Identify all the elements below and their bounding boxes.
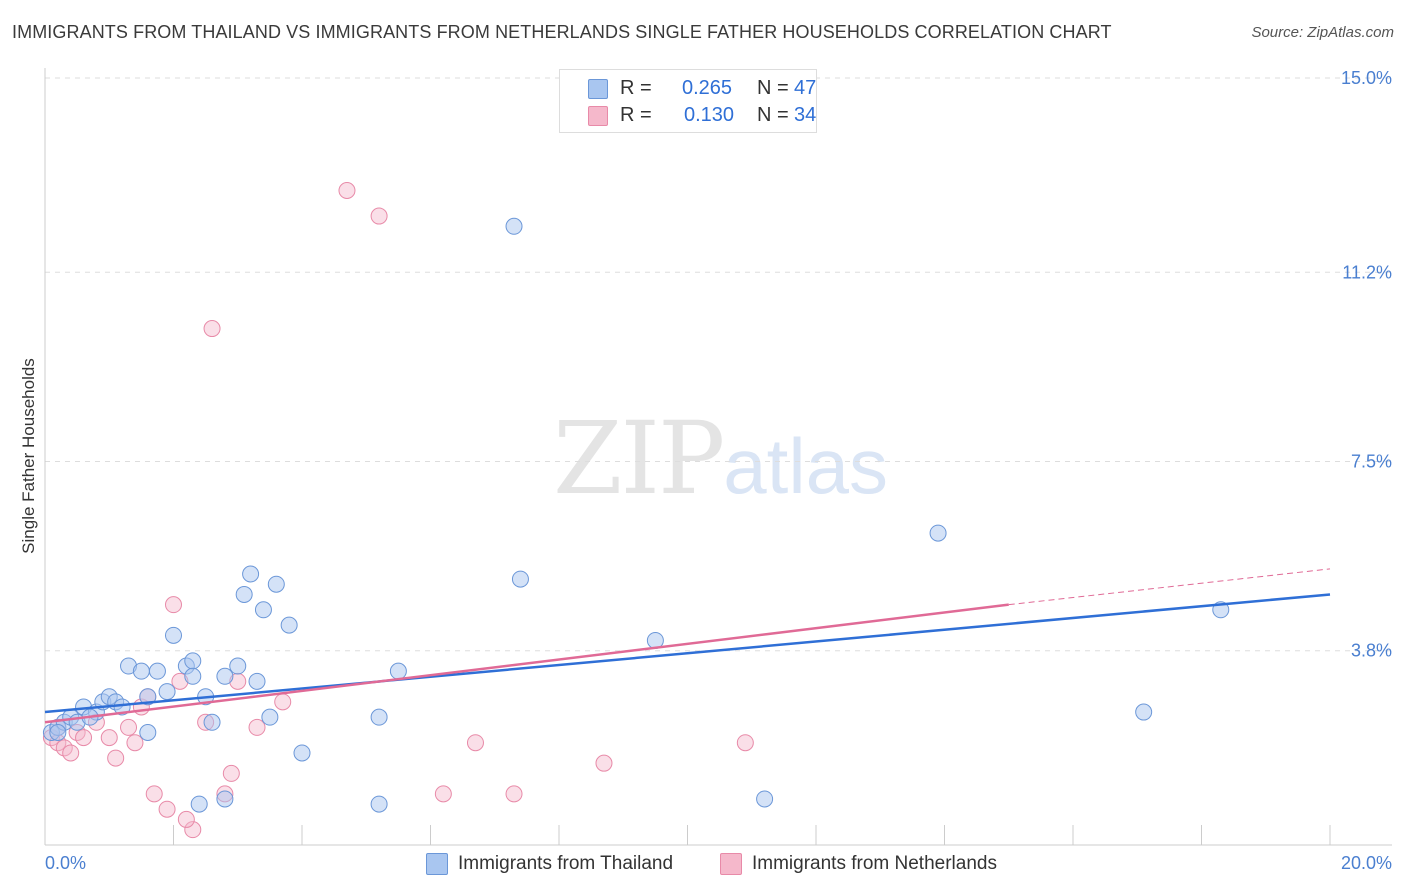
thailand-point [248,672,266,690]
chart-title: IMMIGRANTS FROM THAILAND VS IMMIGRANTS F… [12,22,1112,42]
netherlands-point [120,718,138,736]
axis-layer [44,68,1392,846]
legend-r-label: R = [620,104,652,126]
netherlands-swatch [720,853,742,875]
thailand-point [158,683,176,701]
thailand-point [165,626,182,644]
netherlands-point [274,693,292,711]
netherlands-point [736,734,754,752]
label-layer: 3.8% 7.5% 11.2% 15.0% 0.0% 20.0% Single Father… [19,68,1392,873]
point-layer [42,181,1230,839]
thailand-point [242,565,260,583]
zipatlas-watermark: ZIPatlas [553,400,888,517]
y-tick-label: 15.0% [1341,68,1392,88]
legend-r-label: R = [620,77,652,99]
thailand-point [370,708,388,726]
y-tick-label: 11.2% [1342,262,1392,282]
netherlands-point [126,734,144,752]
netherlands-swatch [588,106,608,126]
netherlands-point [158,800,176,818]
bottom-legend-label-netherlands: Immigrants from Netherlands [752,853,997,874]
y-axis-title: Single Father Households [19,358,38,554]
thailand-point [132,662,150,680]
thailand-point [139,724,157,742]
legend-n-label: N = [757,77,789,99]
thailand-point [216,667,234,685]
thailand-point [389,662,407,680]
thailand-point [184,652,202,670]
thailand-point [148,662,166,680]
legend-n-value-netherlands: 34 [794,104,817,126]
netherlands-point [338,181,356,199]
netherlands-trendline [44,603,1009,724]
thailand-point [254,601,272,619]
netherlands-point [222,764,240,782]
netherlands-point [595,754,613,772]
netherlands-point [434,785,452,803]
netherlands-point [165,596,182,614]
netherlands-point [107,749,125,767]
thailand-point [280,616,298,634]
x-tick-label: 20.0% [1341,853,1392,873]
netherlands-trendline-extension [1008,568,1331,606]
correlation-legend: R = 0.265 N = 47 R = 0.130 N = 34 [559,69,817,133]
thailand-point [235,585,253,603]
source-credit: Source: ZipAtlas.com [1251,24,1394,41]
netherlands-point [370,207,388,225]
netherlands-point [145,785,163,803]
netherlands-point [177,810,195,828]
thailand-point [511,570,529,588]
thailand-point [203,713,221,731]
netherlands-point [184,821,202,839]
netherlands-point [203,320,221,338]
thailand-point [370,795,388,813]
thailand-point [293,744,311,762]
netherlands-point [100,729,118,747]
thailand-point [49,724,67,742]
netherlands-point [466,734,484,752]
thailand-point [229,657,247,675]
x-tick-label: 0.0% [45,853,86,873]
bottom-legend-netherlands: Immigrants from Netherlands [720,852,1040,876]
legend-n-value-thailand: 47 [794,77,817,99]
legend-r-value-thailand: 0.265 [682,77,733,99]
thailand-point [261,708,279,726]
thailand-point [756,790,774,808]
watermark-atlas: atlas [723,422,889,510]
bottom-legend-thailand: Immigrants from Thailand [426,852,706,876]
thailand-point [1135,703,1153,721]
bottom-legend-label-thailand: Immigrants from Thailand [458,853,674,874]
thailand-swatch [588,79,608,99]
legend-n-label: N = [757,104,789,126]
trend-layer [44,568,1331,724]
grid-layer [45,77,1392,652]
legend-r-value-netherlands: 0.130 [684,104,735,126]
thailand-point [139,688,157,706]
y-tick-label: 3.8% [1351,641,1392,661]
y-tick-label: 7.5% [1351,452,1392,472]
thailand-point [929,524,947,542]
thailand-point [505,217,523,235]
thailand-point [267,575,285,593]
watermark-zip: ZIP [553,400,725,517]
netherlands-point [62,744,80,762]
thailand-swatch [426,853,448,875]
thailand-point [190,795,208,813]
netherlands-point [75,729,93,747]
thailand-trendline [44,593,1331,714]
thailand-point [216,790,234,808]
netherlands-point [248,718,266,736]
netherlands-point [505,785,523,803]
thailand-point [184,667,202,685]
